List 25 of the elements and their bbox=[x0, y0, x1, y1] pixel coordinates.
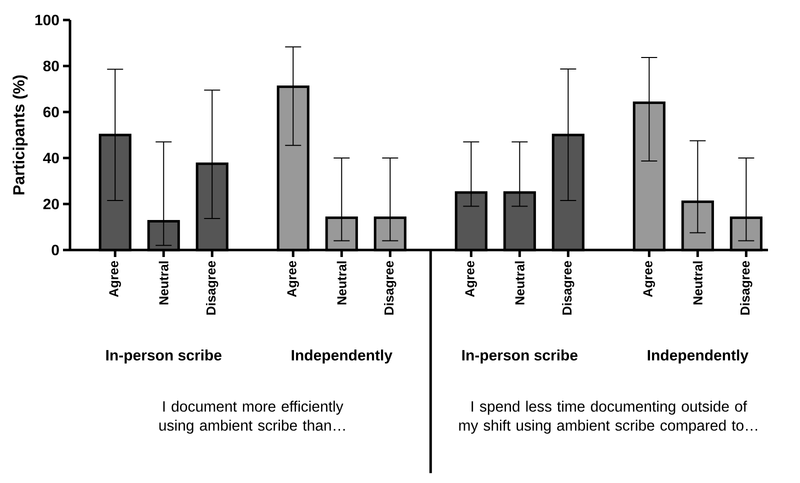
x-tick-label: Disagree bbox=[206, 260, 218, 315]
x-tick-label: Neutral bbox=[336, 261, 346, 304]
x-tick-label: Disagree bbox=[384, 260, 396, 315]
text: I spend less time documenting outside of my shift using ambient scribe compared to… bbox=[459, 400, 758, 434]
x-tick-label: Agree bbox=[287, 260, 299, 298]
text: In-person scribe bbox=[462, 350, 578, 364]
y-tick-label: 80 bbox=[43, 60, 59, 72]
y-axis-title: Participants (%) bbox=[12, 75, 28, 194]
text: Independently bbox=[648, 350, 748, 364]
x-tick-label: Neutral bbox=[514, 261, 524, 304]
text: In-person scribe bbox=[106, 350, 222, 364]
y-tick-label: 40 bbox=[43, 152, 59, 164]
x-tick-label: Neutral bbox=[692, 261, 702, 304]
x-tick-label: Agree bbox=[643, 260, 656, 298]
y-tick-label: 20 bbox=[43, 198, 59, 210]
x-tick-label: Disagree bbox=[740, 260, 752, 315]
y-tick-label: 60 bbox=[43, 106, 59, 118]
text: I document more efficiently using ambient scribe than… bbox=[159, 400, 345, 434]
y-tick-label: 0 bbox=[52, 244, 59, 256]
y-tick-label: 100 bbox=[35, 14, 59, 26]
text: Independently bbox=[292, 350, 392, 364]
x-tick-label: Agree bbox=[465, 260, 477, 298]
x-tick-label: Disagree bbox=[562, 260, 574, 315]
x-tick-label: Agree bbox=[109, 260, 121, 298]
x-tick-label: Neutral bbox=[158, 261, 168, 304]
